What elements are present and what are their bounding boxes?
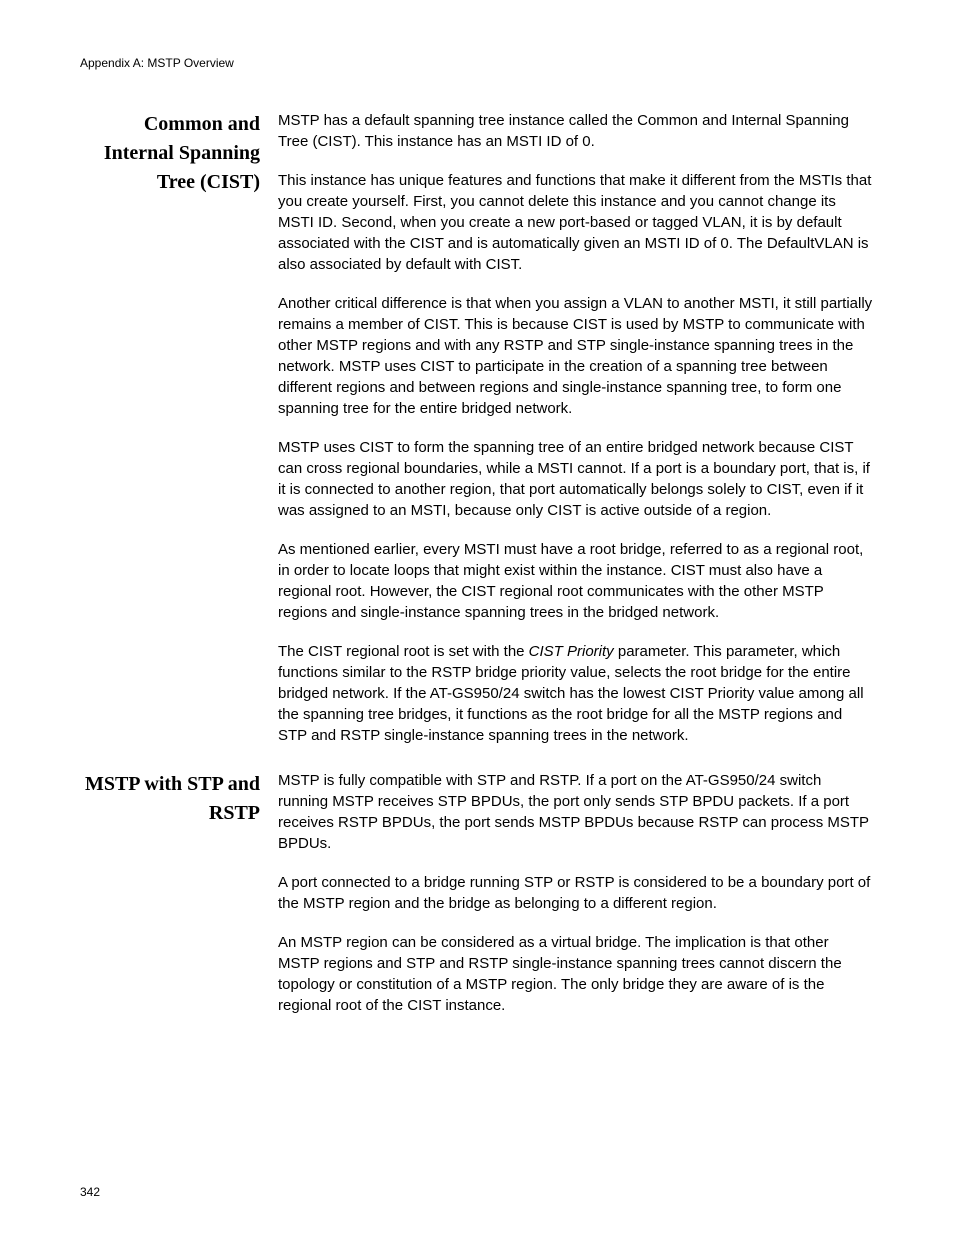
page-content: Common and Internal Spanning Tree (CIST)… xyxy=(80,110,874,1016)
page-number: 342 xyxy=(80,1185,100,1199)
body-paragraph: An MSTP region can be considered as a vi… xyxy=(278,932,874,1016)
header-text: Appendix A: MSTP Overview xyxy=(80,56,234,70)
page-header: Appendix A: MSTP Overview xyxy=(80,56,234,70)
body-paragraph: MSTP has a default spanning tree instanc… xyxy=(278,110,874,152)
section-heading-cist: Common and Internal Spanning Tree (CIST) xyxy=(80,110,278,197)
body-paragraph: Another critical difference is that when… xyxy=(278,293,874,419)
body-paragraph: The CIST regional root is set with the C… xyxy=(278,641,874,746)
body-paragraph: A port connected to a bridge running STP… xyxy=(278,872,874,914)
body-paragraph: MSTP uses CIST to form the spanning tree… xyxy=(278,437,874,521)
section-body-mstp: MSTP is fully compatible with STP and RS… xyxy=(278,770,874,1016)
body-paragraph: This instance has unique features and fu… xyxy=(278,170,874,275)
section-body-cist: MSTP has a default spanning tree instanc… xyxy=(278,110,874,746)
section-gap xyxy=(80,746,874,770)
section-mstp-stp-rstp: MSTP with STP and RSTP MSTP is fully com… xyxy=(80,770,874,1016)
body-paragraph: MSTP is fully compatible with STP and RS… xyxy=(278,770,874,854)
page: Appendix A: MSTP Overview Common and Int… xyxy=(0,0,954,1235)
body-paragraph: As mentioned earlier, every MSTI must ha… xyxy=(278,539,874,623)
section-heading-mstp: MSTP with STP and RSTP xyxy=(80,770,278,828)
section-cist: Common and Internal Spanning Tree (CIST)… xyxy=(80,110,874,746)
